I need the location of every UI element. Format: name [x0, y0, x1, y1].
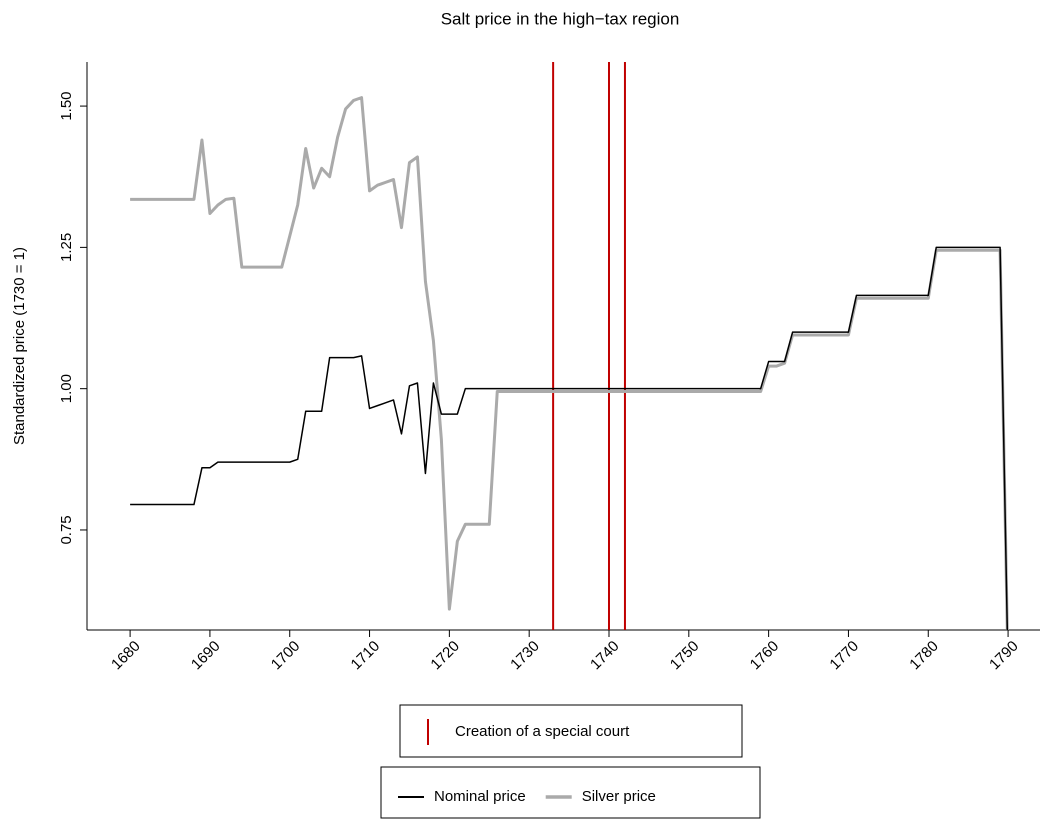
y-tick-label: 1.25 — [58, 233, 75, 262]
x-tick-label: 1750 — [667, 638, 703, 674]
chart-title: Salt price in the high−tax region — [441, 9, 680, 28]
plot-area — [130, 62, 1009, 630]
series-line — [130, 246, 1009, 630]
series-line — [130, 96, 1009, 630]
x-tick-label: 1740 — [587, 638, 623, 674]
x-tick-label: 1790 — [986, 638, 1022, 674]
x-tick-label: 1720 — [427, 638, 463, 674]
x-tick-label: 1730 — [507, 638, 543, 674]
x-tick-label: 1770 — [826, 638, 862, 674]
x-tick-label: 1690 — [188, 638, 224, 674]
series-legend-box — [380, 766, 761, 819]
y-axis-label: Standardized price (1730 = 1) — [11, 247, 28, 445]
x-tick-label: 1700 — [268, 638, 304, 674]
legend-label: Silver price — [582, 788, 656, 805]
y-tick-label: 0.75 — [58, 515, 75, 544]
x-tick-label: 1680 — [108, 638, 144, 674]
x-tick-label: 1710 — [348, 638, 384, 674]
legend-label: Creation of a special court — [455, 723, 630, 740]
y-tick-label: 1.00 — [58, 374, 75, 403]
y-tick-label: 1.50 — [58, 91, 75, 120]
x-tick-label: 1760 — [747, 638, 783, 674]
event-legend-box — [399, 704, 743, 758]
legend-label: Nominal price — [434, 788, 526, 805]
x-tick-label: 1780 — [906, 638, 942, 674]
